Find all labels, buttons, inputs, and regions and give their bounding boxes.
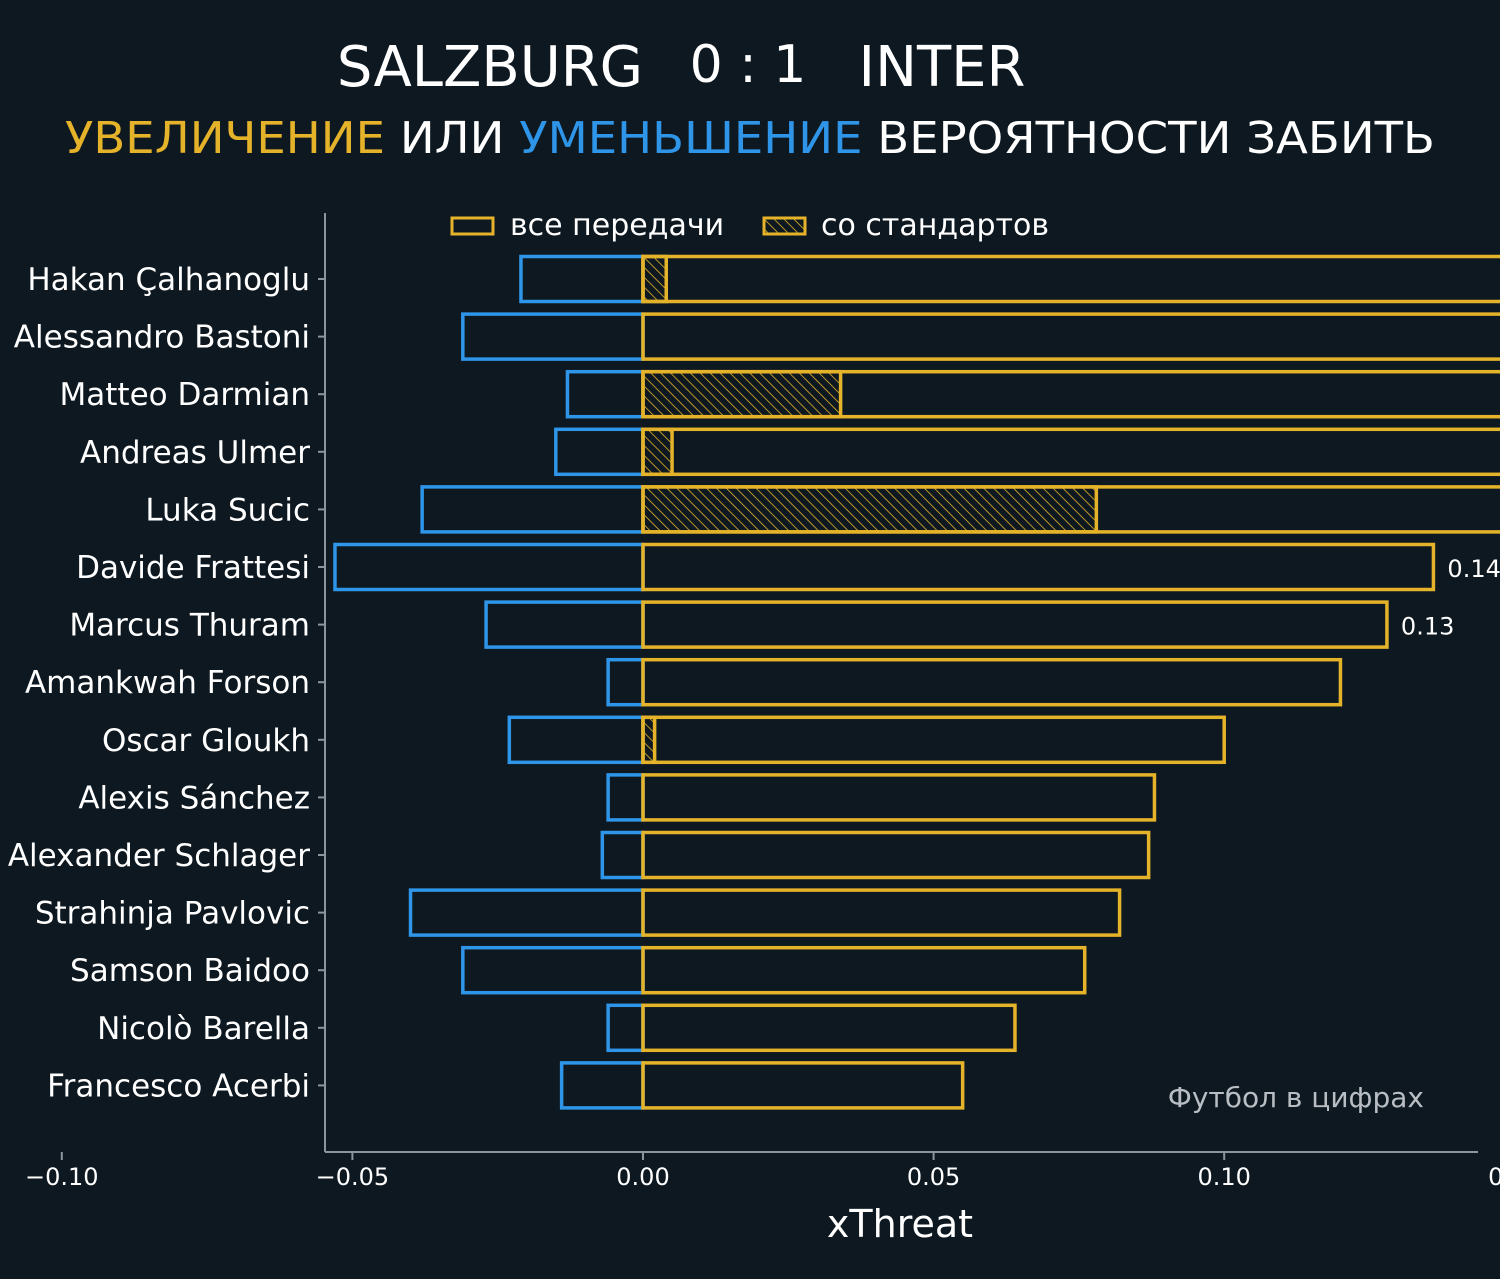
bar-decrease — [461, 945, 645, 995]
x-tick-label: −0.10 — [25, 1163, 99, 1191]
bar-all-passes — [641, 600, 1389, 649]
subtitle-rest: ВЕРОЯТНОСТИ ЗАБИТЬ — [862, 113, 1435, 164]
bar-decrease — [606, 1003, 645, 1053]
bar-all-passes — [641, 657, 1343, 707]
bar-all-passes — [641, 715, 1226, 765]
legend-label-all-passes: все передачи — [510, 208, 724, 243]
data-labels: 0.230.210.190.160.230.140.13 — [1401, 555, 1500, 641]
bar-all-passes — [641, 369, 1500, 419]
y-tick-label: Davide Frattesi — [76, 550, 310, 586]
y-tick-label: Alexis Sánchez — [78, 780, 310, 816]
y-tick-label: Alexander Schlager — [8, 838, 310, 874]
bar-decrease — [507, 715, 645, 765]
bar-all-passes — [641, 830, 1151, 880]
title-home-team: SALZBURG — [337, 35, 643, 100]
bar-decrease — [606, 657, 645, 707]
bar-decrease — [600, 830, 645, 880]
data-label: 0.13 — [1401, 613, 1454, 641]
y-tick-label: Andreas Ulmer — [80, 435, 310, 471]
bar-decrease — [554, 427, 645, 477]
bar-all-passes — [641, 254, 1500, 304]
bar-set-pieces — [641, 485, 1099, 534]
bar-decrease — [420, 485, 645, 534]
x-tick-label: 0.00 — [616, 1163, 669, 1191]
subtitle-or: ИЛИ — [385, 113, 519, 164]
bar-decrease — [519, 254, 645, 304]
bars — [333, 254, 1500, 1110]
data-label: 0.14 — [1447, 555, 1500, 583]
legend: все передачи со стандартов — [450, 208, 1049, 243]
y-tick-label: Marcus Thuram — [69, 608, 310, 644]
bar-all-passes — [641, 945, 1087, 995]
x-axis-label: xThreat — [827, 1202, 973, 1246]
bar-decrease — [606, 773, 645, 822]
y-tick-label: Luka Sucic — [145, 492, 310, 528]
bar-decrease — [565, 369, 645, 419]
bar-all-passes — [641, 1003, 1017, 1053]
x-tick-label: 0.10 — [1197, 1163, 1250, 1191]
legend-swatch-set-pieces — [762, 216, 807, 236]
y-tick-label: Strahinja Pavlovic — [35, 896, 310, 932]
bar-decrease — [484, 600, 645, 649]
bar-decrease — [408, 888, 645, 937]
legend-label-set-pieces: со стандартов — [821, 208, 1049, 243]
y-tick-label: Nicolò Barella — [97, 1011, 310, 1047]
bar-all-passes — [641, 888, 1122, 937]
watermark: Футбол в цифрах — [1168, 1081, 1424, 1114]
subtitle-increase: УВЕЛИЧЕНИЕ — [65, 113, 385, 164]
bar-set-pieces — [641, 369, 843, 419]
bar-decrease — [333, 542, 645, 592]
y-axis-labels: Hakan Çalhanoglu Alessandro Bastoni Matteo… — [8, 262, 325, 1104]
bar-all-passes — [641, 773, 1157, 822]
subtitle: УВЕЛИЧЕНИЕ ИЛИ УМЕНЬШЕНИЕ ВЕРОЯТНОСТИ ЗА… — [65, 113, 1435, 164]
y-tick-label: Francesco Acerbi — [47, 1068, 310, 1104]
bar-all-passes — [641, 427, 1500, 477]
legend-swatch-all-passes — [450, 216, 495, 236]
y-tick-label: Samson Baidoo — [70, 953, 310, 989]
y-tick-label: Oscar Gloukh — [102, 723, 310, 759]
bar-all-passes — [641, 542, 1436, 592]
bar-all-passes — [641, 1061, 965, 1110]
title-away-team: INTER — [859, 35, 1026, 100]
bar-decrease — [559, 1061, 645, 1110]
x-axis-ticks: −0.10−0.050.000.050.100.150.200.25 — [25, 1152, 1500, 1191]
x-tick-label: 0.15 — [1488, 1163, 1500, 1191]
y-tick-label: Hakan Çalhanoglu — [27, 262, 310, 298]
subtitle-decrease: УМЕНЬШЕНИЕ — [519, 113, 862, 164]
y-tick-label: Matteo Darmian — [60, 377, 310, 413]
y-tick-label: Alessandro Bastoni — [14, 320, 310, 356]
bar-all-passes — [641, 312, 1500, 361]
y-tick-label: Amankwah Forson — [25, 665, 310, 701]
x-tick-label: −0.05 — [316, 1163, 390, 1191]
x-tick-label: 0.05 — [907, 1163, 960, 1191]
bar-all-passes — [641, 485, 1500, 534]
title-score: 0 : 1 — [690, 35, 807, 95]
bar-set-pieces — [641, 254, 668, 304]
bar-decrease — [461, 312, 645, 361]
bar-set-pieces — [641, 427, 674, 477]
